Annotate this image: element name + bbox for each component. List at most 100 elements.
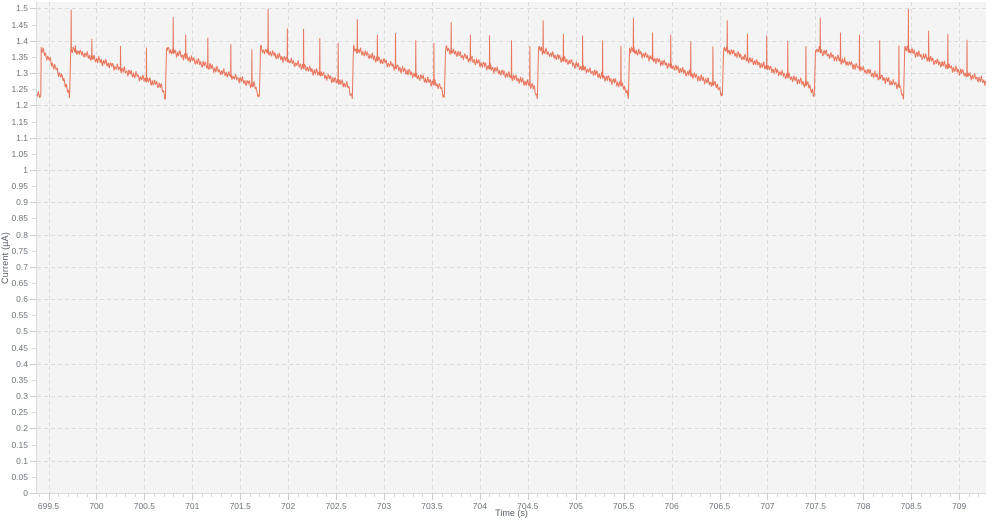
y-axis-tick — [30, 8, 37, 10]
y-axis-tick — [30, 169, 37, 171]
y-axis-tick-label: 1.05 — [11, 148, 28, 159]
x-axis-tick-label: 699.5 — [37, 501, 60, 511]
x-axis-minor-tick — [249, 493, 251, 497]
y-axis-tick — [30, 428, 37, 430]
y-axis-tick-label: 1.45 — [11, 19, 28, 30]
x-axis-minor-tick — [441, 493, 443, 497]
x-axis-tick — [431, 493, 433, 500]
y-axis-spine — [36, 2, 37, 493]
y-axis-tick-label: 1.1 — [16, 132, 28, 143]
x-axis-minor-tick — [585, 493, 587, 497]
x-axis-minor-tick — [738, 493, 740, 497]
x-axis-tick — [192, 493, 194, 500]
x-axis-tick-label: 703.5 — [421, 501, 443, 511]
x-axis-minor-tick — [796, 493, 798, 497]
y-axis-tick — [32, 347, 37, 349]
x-axis-minor-tick — [393, 493, 395, 497]
x-axis-tick — [48, 493, 50, 500]
x-axis-minor-tick — [690, 493, 692, 497]
y-axis-tick-label: 0.25 — [11, 406, 28, 417]
x-axis-tick — [240, 493, 242, 500]
gridlines — [37, 2, 986, 493]
y-axis-tick-label: 1.25 — [11, 83, 28, 94]
x-axis-minor-tick — [326, 493, 328, 497]
x-axis-tick-label: 703 — [376, 501, 392, 511]
x-axis-tick — [623, 493, 625, 500]
x-axis-tick-label: 707.5 — [804, 501, 826, 511]
x-axis-tick — [288, 493, 290, 500]
y-axis-tick-label: 1.15 — [11, 116, 28, 127]
y-axis-tick — [32, 444, 37, 446]
x-axis-minor-tick — [844, 493, 846, 497]
y-axis-tick-label: 1.4 — [16, 35, 28, 46]
x-axis-minor-tick — [901, 493, 903, 497]
x-axis-minor-tick — [700, 493, 702, 497]
x-axis-minor-tick — [546, 493, 548, 497]
x-axis-minor-tick — [460, 493, 462, 497]
y-axis-tick — [32, 89, 37, 91]
x-axis-tick-label: 704.5 — [517, 501, 539, 511]
x-axis-minor-tick — [748, 493, 750, 497]
plot-area — [37, 2, 986, 493]
x-axis-minor-tick — [201, 493, 203, 497]
x-axis-minor-tick — [153, 493, 155, 497]
x-axis-tick-label: 700 — [89, 501, 104, 511]
y-axis-tick — [30, 202, 37, 204]
x-axis-minor-tick — [604, 493, 606, 497]
y-axis-tick-label: 0.9 — [16, 197, 28, 208]
y-axis-tick-label: 0 — [23, 487, 28, 498]
x-axis-minor-tick — [508, 493, 510, 497]
x-axis-minor-tick — [259, 493, 261, 497]
x-axis-minor-tick — [556, 493, 558, 497]
y-axis-tick — [32, 315, 37, 317]
y-axis-tick-label: 0.4 — [16, 358, 28, 369]
y-axis-tick — [30, 331, 37, 333]
x-axis-minor-tick — [374, 493, 376, 497]
y-axis-tick — [32, 121, 37, 123]
x-axis-minor-tick — [642, 493, 644, 497]
x-axis-minor-tick — [163, 493, 165, 497]
x-axis-minor-tick — [268, 493, 270, 497]
x-axis: 699.5 700 700.5 701 701.5 702 702.5 703 703.5 704… — [37, 493, 986, 516]
x-axis-minor-tick — [115, 493, 117, 497]
x-axis-minor-tick — [853, 493, 855, 497]
x-axis-tick — [144, 493, 146, 500]
x-axis-minor-tick — [316, 493, 318, 497]
y-axis-tick — [32, 24, 37, 26]
y-axis-tick-label: 0.45 — [11, 342, 28, 353]
x-axis-minor-tick — [949, 493, 951, 497]
y-axis-tick — [30, 73, 37, 75]
x-axis-minor-tick — [67, 493, 69, 497]
x-axis-minor-tick — [182, 493, 184, 497]
x-axis-minor-tick — [824, 493, 826, 497]
y-axis-tick-label: 1.5 — [16, 3, 28, 14]
y-axis-tick — [32, 412, 37, 414]
y-axis-tick-label: 0.6 — [16, 293, 28, 304]
x-axis-minor-tick — [805, 493, 807, 497]
y-axis-tick — [32, 283, 37, 285]
x-axis-minor-tick — [930, 493, 932, 497]
y-axis-tick — [30, 396, 37, 398]
data-series-line — [37, 8, 986, 100]
y-axis-tick-label: 0.3 — [16, 390, 28, 401]
x-axis-tick — [959, 493, 961, 500]
x-axis-tick-label: 708.5 — [900, 501, 922, 511]
x-axis-minor-tick — [403, 493, 405, 497]
x-axis-minor-tick — [834, 493, 836, 497]
x-axis-minor-tick — [614, 493, 616, 497]
x-axis-minor-tick — [470, 493, 472, 497]
x-axis-minor-tick — [230, 493, 232, 497]
x-axis-minor-tick — [729, 493, 731, 497]
x-axis-minor-tick — [77, 493, 79, 497]
y-axis-tick — [30, 493, 37, 494]
x-axis-tick-label: 700.5 — [133, 501, 155, 511]
y-axis-tick-label: 0.5 — [16, 326, 28, 337]
y-axis-tick-label: 0.55 — [11, 310, 28, 321]
y-axis-tick — [32, 56, 37, 58]
x-axis-minor-tick — [278, 493, 280, 497]
y-axis-tick-label: 0.05 — [11, 471, 28, 482]
y-axis-tick-label: 0.35 — [11, 374, 28, 385]
x-axis-tick-label: 706 — [664, 501, 679, 511]
x-axis-minor-tick — [355, 493, 357, 497]
x-axis-minor-tick — [777, 493, 779, 497]
